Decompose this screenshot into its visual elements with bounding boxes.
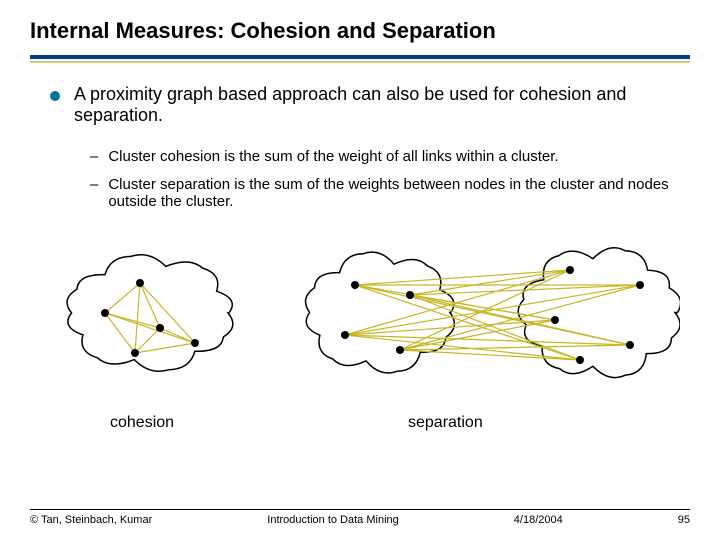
bullet-icon — [50, 91, 60, 101]
footer-center: Introduction to Data Mining — [267, 514, 398, 526]
sub-bullet-text: Cluster separation is the sum of the wei… — [108, 176, 670, 210]
footer-date: 4/18/2004 — [514, 514, 563, 526]
dash-icon: – — [90, 148, 98, 165]
main-bullet: A proximity graph based approach can als… — [50, 84, 670, 126]
sub-bullet-text: Cluster cohesion is the sum of the weigh… — [108, 148, 558, 165]
slide: Internal Measures: Cohesion and Separati… — [0, 0, 720, 540]
footer-copyright: © Tan, Steinbach, Kumar — [30, 514, 152, 526]
separation-diagram — [300, 240, 680, 385]
title-rule-bottom — [30, 61, 690, 63]
dash-icon: – — [90, 176, 98, 193]
footer: © Tan, Steinbach, Kumar Introduction to … — [30, 509, 690, 526]
slide-title: Internal Measures: Cohesion and Separati… — [30, 18, 496, 44]
title-rule-top — [30, 55, 690, 59]
separation-caption: separation — [408, 414, 483, 432]
cohesion-diagram — [60, 248, 240, 378]
cohesion-caption: cohesion — [110, 414, 174, 432]
sub-bullet-cohesion: – Cluster cohesion is the sum of the wei… — [90, 148, 559, 165]
footer-page: 95 — [678, 514, 690, 526]
bullet-text: A proximity graph based approach can als… — [74, 84, 670, 126]
sub-bullet-separation: – Cluster separation is the sum of the w… — [90, 176, 670, 210]
